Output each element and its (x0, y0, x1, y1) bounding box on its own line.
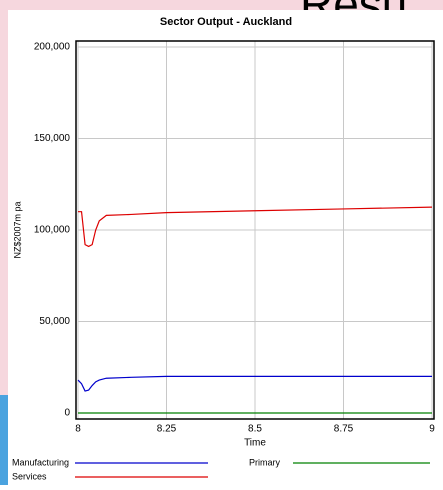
y-tick-label: 100,000 (34, 225, 71, 236)
legend-label: Primary (249, 457, 280, 467)
y-tick-label: 50,000 (39, 316, 70, 327)
x-axis-label: Time (244, 438, 266, 449)
x-tick-label: 8 (75, 424, 81, 435)
y-tick-label: 200,000 (34, 42, 71, 53)
y-tick-label: 150,000 (34, 133, 71, 144)
series-line (78, 206, 433, 248)
plot-frame (75, 40, 435, 420)
legend-label: Services (12, 471, 47, 481)
chart-title: Sector Output - Auckland (160, 16, 292, 28)
y-axis-label: NZ$2007m pa (12, 201, 22, 258)
x-tick-label: 8.25 (157, 424, 177, 435)
y-tick-label: 0 (64, 408, 70, 419)
legend-label: Manufacturing (12, 457, 69, 467)
x-tick-label: 9 (429, 424, 435, 435)
x-tick-label: 8.5 (248, 424, 262, 435)
series-line (77, 375, 432, 392)
x-tick-label: 8.75 (334, 424, 354, 435)
chart-panel (8, 10, 443, 485)
